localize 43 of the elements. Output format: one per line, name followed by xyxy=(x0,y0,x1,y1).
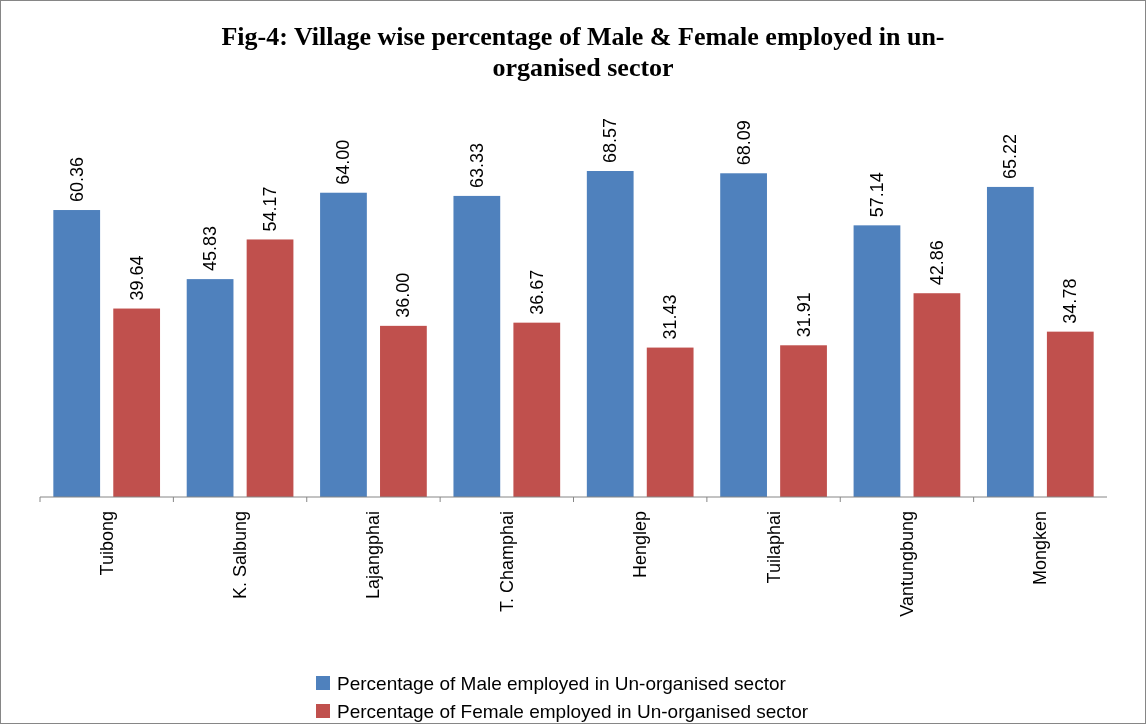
bar xyxy=(246,239,294,497)
bar xyxy=(780,345,827,497)
bar xyxy=(720,173,767,497)
bar xyxy=(586,171,634,497)
x-tick-label: Vantungbung xyxy=(896,511,917,617)
data-label: 65.22 xyxy=(1000,133,1021,179)
bar xyxy=(380,325,427,497)
data-label: 36.00 xyxy=(393,272,414,318)
bar xyxy=(53,210,101,497)
data-label: 60.36 xyxy=(66,156,87,203)
x-tick-label: Tuilaphai xyxy=(763,511,784,584)
data-label: 54.17 xyxy=(260,186,281,232)
x-tick-label: Lajangphai xyxy=(363,511,384,600)
data-label: 42.86 xyxy=(926,240,947,286)
bar xyxy=(453,195,501,497)
bar xyxy=(320,192,367,497)
data-label: 68.57 xyxy=(600,117,621,163)
x-tick-label: Henglep xyxy=(630,511,651,579)
x-tick-label: Mongken xyxy=(1030,511,1051,586)
x-tick-label: T. Champhai xyxy=(496,511,517,613)
x-tick-label: K. Salbung xyxy=(230,511,251,600)
bar xyxy=(853,225,901,497)
bar xyxy=(646,347,694,497)
data-label: 45.83 xyxy=(200,226,221,272)
bar xyxy=(513,322,561,497)
data-label: 36.67 xyxy=(526,269,547,315)
legend-label: Percentage of Male employed in Un-organised sector xyxy=(337,672,787,694)
chart-title: Fig-4: Village wise percentage of Male & Female employed in un-organised sector xyxy=(221,22,945,82)
bar xyxy=(1046,331,1094,497)
bar xyxy=(113,308,161,497)
data-label: 39.64 xyxy=(126,255,147,301)
x-tick-label: Tuibong xyxy=(96,511,117,576)
data-label: 34.78 xyxy=(1060,278,1081,324)
bar xyxy=(986,186,1034,497)
bar xyxy=(186,279,234,497)
data-label: 31.43 xyxy=(660,294,681,340)
data-label: 57.14 xyxy=(866,172,887,218)
data-label: 68.09 xyxy=(733,120,754,166)
data-label: 31.91 xyxy=(793,292,814,338)
bar xyxy=(913,293,961,497)
data-label: 63.33 xyxy=(466,142,487,188)
data-label: 64.00 xyxy=(333,139,354,185)
legend-label: Percentage of Female employed in Un-organised sector xyxy=(337,700,809,722)
